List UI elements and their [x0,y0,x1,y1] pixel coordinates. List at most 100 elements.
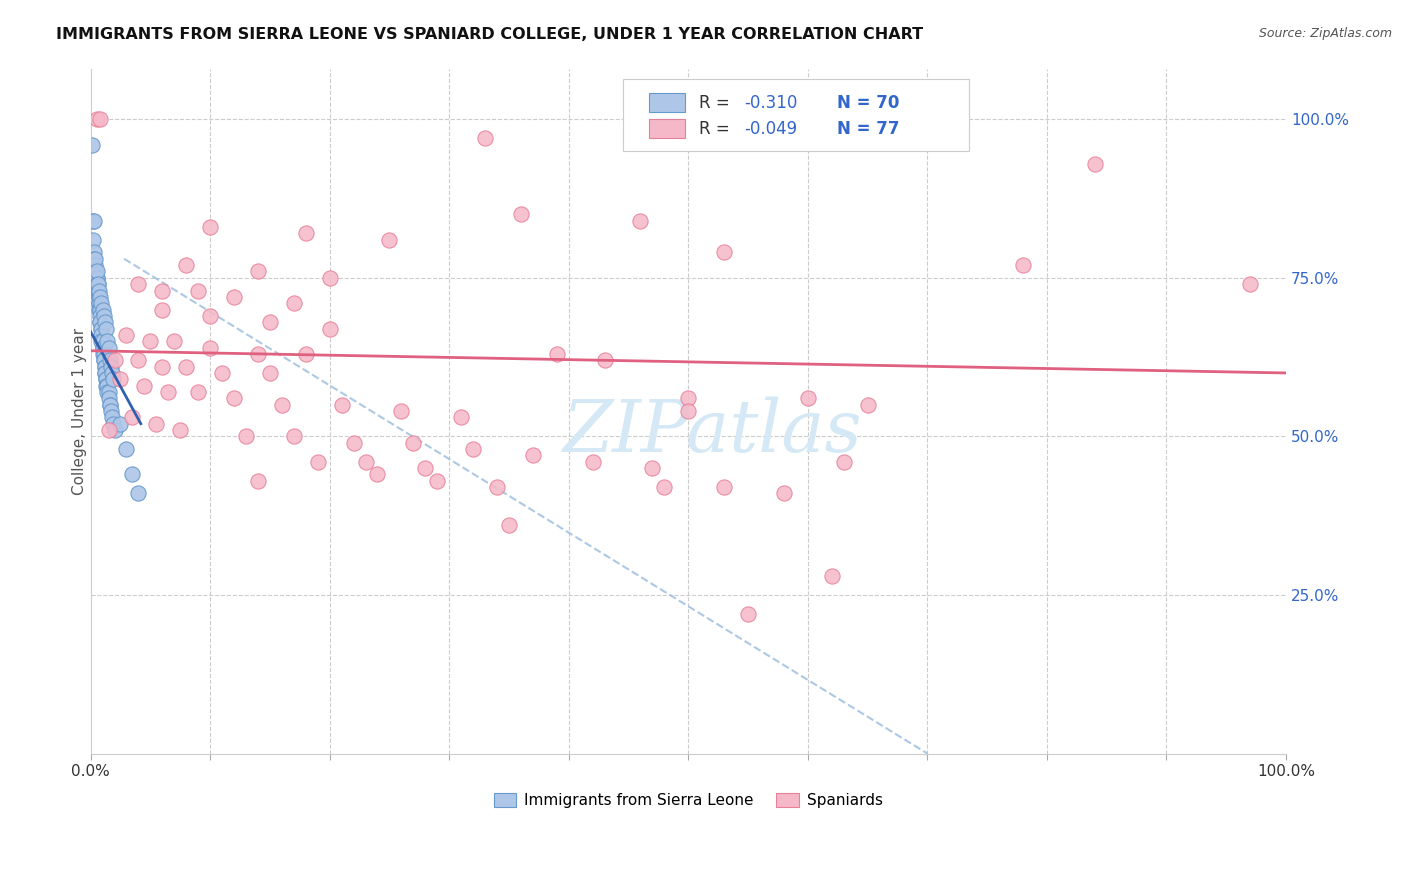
Point [100,404,122,418]
Point [145,417,167,431]
Point [222,290,245,304]
Point [96,378,118,392]
Point [486,480,509,494]
Point [413,461,436,475]
Text: ZIPatlas: ZIPatlas [562,396,862,467]
Point [134,378,156,392]
Point [198,309,221,323]
Point [259,315,281,329]
Point [121,410,143,425]
Point [139,334,162,349]
Point [163,334,186,349]
Point [83,213,105,227]
Point [246,347,269,361]
Point [87,277,110,292]
Point [157,384,180,399]
Point [89,302,111,317]
Point [91,334,114,349]
Text: N = 70: N = 70 [837,94,898,112]
Point [294,347,316,361]
Point [121,467,143,482]
Point [101,366,124,380]
Point [82,233,104,247]
Point [378,233,401,247]
Point [84,264,107,278]
Point [110,417,132,431]
Point [593,353,616,368]
Text: R =: R = [699,94,735,112]
Point [84,258,107,272]
Point [89,290,111,304]
Point [546,347,568,361]
Point [84,252,107,266]
Point [330,398,353,412]
Point [198,341,221,355]
Point [342,435,364,450]
Point [246,264,269,278]
Point [366,467,388,482]
Point [82,213,104,227]
Point [211,366,233,380]
Point [86,277,108,292]
Text: N = 77: N = 77 [837,120,898,137]
Point [97,384,120,399]
Point [101,410,124,425]
Point [91,302,114,317]
Point [89,315,111,329]
Point [283,429,305,443]
Point [91,347,114,361]
Point [832,455,855,469]
Point [87,296,110,310]
Point [115,442,138,456]
Point [713,245,735,260]
Point [307,455,329,469]
Point [402,435,425,450]
Point [93,353,115,368]
Point [856,398,879,412]
FancyBboxPatch shape [648,120,685,138]
FancyBboxPatch shape [648,93,685,112]
Point [187,284,209,298]
Point [150,359,173,374]
Point [93,353,115,368]
Point [150,284,173,298]
Point [1012,258,1035,272]
Point [87,284,110,298]
Point [582,455,605,469]
Point [96,321,118,335]
Text: -0.310: -0.310 [744,94,797,112]
Point [94,315,117,329]
Y-axis label: College, Under 1 year: College, Under 1 year [72,327,87,494]
Point [89,315,111,329]
Point [259,366,281,380]
Point [100,359,122,374]
Point [283,296,305,310]
Point [235,429,257,443]
Point [90,321,112,335]
Point [127,277,149,292]
Point [90,296,112,310]
Point [150,302,173,317]
Point [96,378,118,392]
Point [97,341,120,355]
Text: Source: ZipAtlas.com: Source: ZipAtlas.com [1258,27,1392,40]
Point [89,112,111,127]
Point [80,137,103,152]
Point [91,341,114,355]
Point [96,334,118,349]
Point [198,220,221,235]
Point [246,474,269,488]
Point [87,290,110,304]
Point [654,480,676,494]
Point [90,327,112,342]
Point [641,461,664,475]
Point [678,392,700,406]
Point [94,366,117,380]
FancyBboxPatch shape [623,78,969,151]
Point [87,284,110,298]
Point [713,480,735,494]
Point [389,404,412,418]
Point [169,423,191,437]
Point [87,277,110,292]
Point [270,398,292,412]
